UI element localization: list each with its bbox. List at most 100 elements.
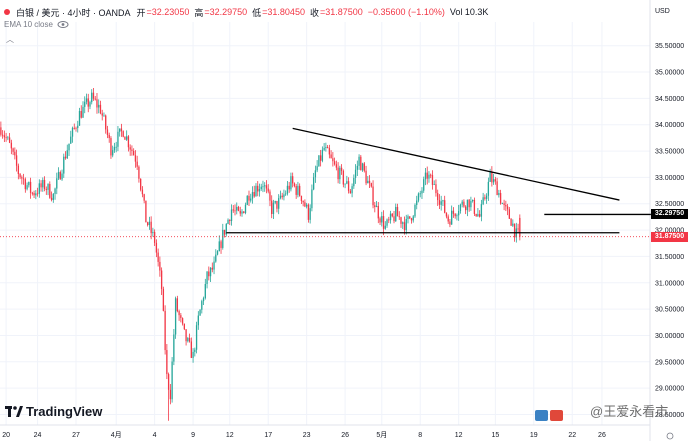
candle-body bbox=[382, 216, 385, 229]
x-tick-label: 24 bbox=[34, 432, 42, 439]
candle-body bbox=[471, 199, 474, 202]
candle-body bbox=[199, 309, 201, 316]
price-label-high: 32.29750 bbox=[651, 209, 688, 220]
candle-body bbox=[26, 185, 28, 190]
candle-body bbox=[278, 198, 280, 209]
x-tick-label: 4月 bbox=[111, 431, 122, 439]
candle-body bbox=[416, 200, 418, 205]
indicator-legend[interactable]: EMA 10 close bbox=[4, 20, 69, 29]
candle-body bbox=[14, 151, 16, 156]
candle-body bbox=[473, 199, 476, 214]
candle-body bbox=[91, 92, 93, 103]
eye-icon[interactable] bbox=[57, 20, 69, 29]
candle-body bbox=[12, 148, 14, 152]
candle-body bbox=[146, 222, 149, 226]
candle-body bbox=[447, 216, 449, 222]
candle-body bbox=[485, 195, 488, 199]
candle-body bbox=[124, 136, 126, 140]
candle-body bbox=[342, 170, 345, 185]
y-tick-label: 35.00000 bbox=[655, 70, 684, 77]
candle-body bbox=[157, 252, 159, 262]
candle-body bbox=[68, 143, 70, 151]
candle-body bbox=[466, 199, 469, 211]
candle-body bbox=[347, 181, 350, 191]
open-value: =32.23050 bbox=[146, 7, 190, 17]
candle-body bbox=[220, 241, 222, 248]
candle-body bbox=[512, 223, 514, 226]
candle-body bbox=[458, 211, 460, 216]
candle-body bbox=[17, 165, 20, 175]
candle-body bbox=[73, 127, 75, 129]
candle-body bbox=[82, 106, 84, 118]
y-tick-label: 34.00000 bbox=[655, 122, 684, 129]
symbol-label[interactable]: 白银 / 美元 · 4小时 · OANDA bbox=[16, 7, 131, 18]
y-tick-label: 32.00000 bbox=[655, 228, 684, 235]
candle-body bbox=[286, 185, 289, 194]
candle-body bbox=[421, 190, 423, 194]
candle-body bbox=[54, 188, 56, 194]
candle-body bbox=[386, 219, 388, 226]
candle-body bbox=[202, 298, 205, 302]
candle-body bbox=[290, 176, 292, 190]
tradingview-logo[interactable]: TradingView bbox=[5, 404, 102, 419]
candle-body bbox=[237, 206, 240, 211]
candle-body bbox=[475, 213, 477, 217]
candle-body bbox=[223, 229, 226, 235]
candle-body bbox=[265, 185, 268, 189]
candle-body bbox=[96, 99, 98, 108]
y-tick-label: 30.50000 bbox=[655, 307, 684, 314]
candle-body bbox=[297, 185, 299, 195]
candle-body bbox=[312, 177, 315, 190]
candle-body bbox=[36, 193, 39, 195]
indicator-label: EMA 10 close bbox=[4, 20, 53, 29]
candle-body bbox=[402, 222, 404, 224]
candle-body bbox=[215, 254, 217, 262]
candle-body bbox=[222, 229, 224, 248]
candle-body bbox=[127, 136, 130, 148]
open-label: 开 bbox=[136, 7, 146, 18]
candle-body bbox=[505, 205, 507, 207]
candle-body bbox=[232, 209, 234, 211]
candle-body bbox=[400, 217, 402, 224]
candle-body bbox=[506, 206, 509, 210]
x-tick-label: 4 bbox=[153, 432, 157, 439]
candle-body bbox=[167, 374, 170, 390]
candle-body bbox=[176, 298, 179, 312]
candle-body bbox=[510, 218, 512, 226]
candle-body bbox=[113, 147, 116, 151]
candle-body bbox=[330, 154, 332, 159]
candle-body bbox=[267, 188, 269, 192]
candle-body bbox=[110, 138, 112, 156]
candle-body bbox=[122, 131, 124, 137]
close-value: =31.87500 bbox=[319, 7, 363, 17]
collapse-legend-button[interactable]: ︿ bbox=[6, 35, 14, 44]
candle-body bbox=[218, 241, 220, 252]
x-tick-label: 12 bbox=[455, 432, 463, 439]
candle-body bbox=[171, 361, 173, 400]
candle-body bbox=[7, 137, 9, 139]
candle-body bbox=[389, 213, 392, 221]
candle-body bbox=[94, 98, 96, 100]
candle-body bbox=[489, 172, 491, 182]
candle-body bbox=[370, 183, 372, 187]
candle-body bbox=[424, 172, 427, 180]
candle-body bbox=[326, 146, 329, 149]
x-tick-label: 26 bbox=[598, 432, 606, 439]
x-tick-label: 15 bbox=[491, 432, 499, 439]
candle-body bbox=[468, 199, 470, 208]
candle-body bbox=[8, 137, 11, 143]
candle-body bbox=[33, 192, 35, 196]
candle-body bbox=[292, 176, 294, 184]
candle-body bbox=[255, 185, 257, 197]
candle-body bbox=[43, 179, 46, 189]
logo-text: TradingView bbox=[26, 404, 103, 419]
candle-body bbox=[24, 179, 26, 190]
candle-body bbox=[309, 208, 311, 220]
candle-body bbox=[410, 218, 413, 221]
candle-body bbox=[197, 315, 199, 326]
candle-body bbox=[187, 338, 189, 342]
candle-body bbox=[356, 165, 358, 170]
candle-body bbox=[3, 135, 6, 138]
candle-body bbox=[10, 142, 13, 149]
